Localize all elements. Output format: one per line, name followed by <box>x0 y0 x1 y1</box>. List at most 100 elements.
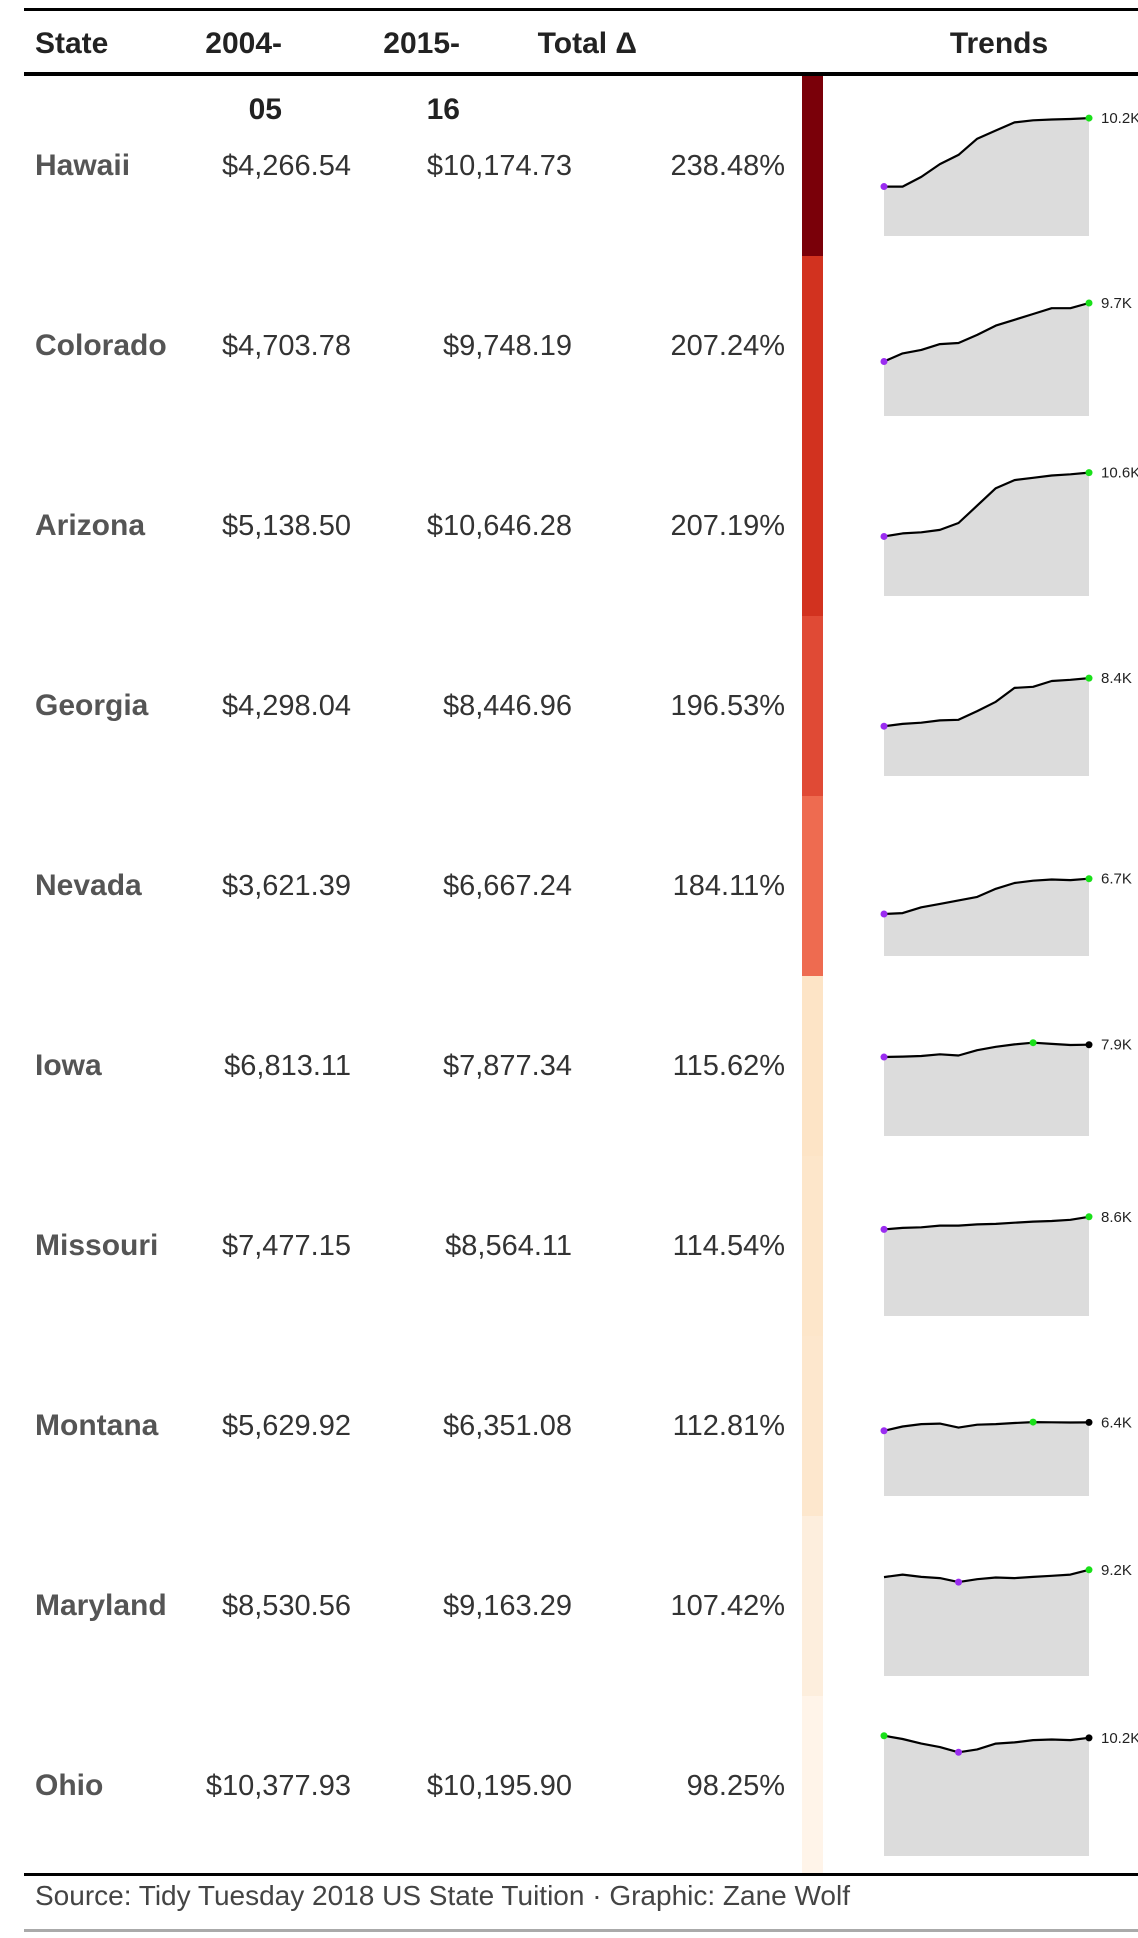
trend-area <box>884 472 1089 596</box>
trend-end-label: 9.7K <box>1101 295 1132 312</box>
trend-end-label: 6.4K <box>1101 1414 1132 1431</box>
trend-min-point <box>880 722 888 730</box>
state-name: Iowa <box>35 1049 102 1082</box>
trend-end-label: 6.7K <box>1101 871 1132 888</box>
trend-end-point <box>1085 1734 1093 1742</box>
total-change-value: 107.42% <box>670 1590 786 1622</box>
trend-line <box>883 1568 1090 1584</box>
state-name: Colorado <box>35 329 167 362</box>
tuition-2004-05: $10,377.93 <box>205 1770 351 1802</box>
trend-max-point <box>1029 1418 1037 1426</box>
total-change-value: 207.24% <box>670 330 786 362</box>
trend-max-point <box>1085 114 1093 122</box>
trend-max-point <box>1085 299 1093 307</box>
state-name: Montana <box>35 1409 159 1442</box>
trend-area <box>884 1042 1089 1136</box>
table-row: Colorado $4,703.78 $9,748.19 207.24% 9.7K <box>24 256 1138 436</box>
source-note: Source: Tidy Tuesday 2018 US State Tuiti… <box>35 1880 851 1911</box>
trend-line <box>883 1420 1090 1432</box>
trend-sparkline: 6.4K <box>880 1414 1132 1496</box>
tuition-2004-05: $4,298.04 <box>221 690 351 722</box>
change-color-swatch <box>802 1516 823 1696</box>
footer-bottom-rule <box>24 1929 1138 1932</box>
change-color-swatch <box>802 796 823 976</box>
change-color-swatch <box>802 1696 823 1876</box>
trend-min-point <box>880 1053 888 1061</box>
tuition-2015-16: $9,163.29 <box>442 1590 572 1622</box>
trend-sparkline: 10.6K <box>880 465 1138 596</box>
tuition-2004-05: $4,703.78 <box>221 330 351 362</box>
trend-line <box>883 1734 1090 1754</box>
header-2004-05: 2004-05 <box>205 27 282 126</box>
table-row: Iowa $6,813.11 $7,877.34 115.62% 7.9K <box>24 976 1138 1156</box>
change-color-swatch <box>802 1336 823 1516</box>
total-change-value: 196.53% <box>670 690 786 722</box>
tuition-2015-16: $8,446.96 <box>442 690 572 722</box>
state-name: Missouri <box>35 1229 159 1262</box>
trend-line <box>883 1215 1090 1231</box>
change-color-swatch <box>802 76 823 256</box>
trend-area <box>884 1735 1089 1856</box>
header-total-change: Total Δ <box>537 27 637 60</box>
table-row: Montana $5,629.92 $6,351.08 112.81% 6.4K <box>24 1336 1138 1516</box>
tuition-2015-16: $6,667.24 <box>442 870 572 902</box>
trend-min-point <box>880 1225 888 1233</box>
total-change-value: 98.25% <box>686 1770 785 1802</box>
trend-max-point <box>1029 1039 1037 1047</box>
state-name: Hawaii <box>35 149 131 182</box>
total-change-value: 184.11% <box>672 870 785 902</box>
trend-end-point <box>1085 1041 1093 1049</box>
table-row: Missouri $7,477.15 $8,564.11 114.54% 8.6K <box>24 1156 1138 1336</box>
trend-end-point <box>1085 1418 1093 1426</box>
change-color-swatch <box>802 436 823 616</box>
trend-area <box>884 1216 1089 1316</box>
tuition-2015-16: $10,195.90 <box>426 1770 572 1802</box>
footer-rule <box>24 1873 1138 1876</box>
header-2015-16: 2015-16 <box>383 27 460 126</box>
table-row: Arizona $5,138.50 $10,646.28 207.19% 10.6K <box>24 436 1138 616</box>
total-change-value: 238.48% <box>670 150 786 182</box>
trend-area <box>884 678 1089 776</box>
state-name: Georgia <box>35 689 149 722</box>
trend-sparkline: 8.6K <box>880 1209 1132 1316</box>
trend-area <box>884 878 1089 956</box>
trend-sparkline: 6.7K <box>880 871 1132 956</box>
trend-sparkline: 10.2K <box>880 1730 1138 1856</box>
table-row: Ohio $10,377.93 $10,195.90 98.25% 10.2K <box>24 1696 1138 1876</box>
trend-min-point <box>880 357 888 365</box>
top-rule <box>24 8 1138 11</box>
total-change-value: 115.62% <box>672 1050 785 1082</box>
trend-line <box>883 677 1090 728</box>
tuition-2015-16: $10,646.28 <box>426 510 572 542</box>
tuition-2004-05: $8,530.56 <box>221 1590 351 1622</box>
trend-line <box>884 117 1090 188</box>
change-color-swatch <box>802 1156 823 1336</box>
trend-sparkline: 9.7K <box>880 295 1132 416</box>
tuition-2004-05: $4,266.54 <box>221 150 351 182</box>
tuition-2015-16: $9,748.19 <box>442 330 572 362</box>
trend-min-point <box>880 183 888 191</box>
header-trends: Trends <box>949 27 1049 60</box>
table-row: Hawaii $4,266.54 $10,174.73 238.48% 10.2K <box>24 76 1138 256</box>
state-name: Ohio <box>35 1769 104 1802</box>
trend-end-label: 8.6K <box>1101 1209 1132 1226</box>
trend-area <box>884 1422 1089 1496</box>
trend-end-label: 10.2K <box>1101 110 1138 127</box>
trend-area <box>884 118 1089 236</box>
trend-min-point <box>955 1578 963 1586</box>
state-name: Maryland <box>35 1589 167 1622</box>
tuition-2004-05: $5,629.92 <box>221 1410 351 1442</box>
trend-max-point <box>1085 469 1093 477</box>
trend-sparkline: 9.2K <box>883 1562 1132 1676</box>
trend-area <box>884 303 1089 416</box>
trend-end-label: 10.2K <box>1101 1730 1138 1747</box>
trend-min-point <box>880 532 888 540</box>
total-change-value: 112.81% <box>672 1410 785 1442</box>
tuition-2015-16: $10,174.73 <box>426 150 572 182</box>
trend-max-point <box>1085 674 1093 682</box>
table-row: Nevada $3,621.39 $6,667.24 184.11% 6.7K <box>24 796 1138 976</box>
trend-sparkline: 10.2K <box>880 110 1138 236</box>
header-rule <box>24 72 1138 76</box>
tuition-2004-05: $5,138.50 <box>221 510 351 542</box>
trend-end-label: 8.4K <box>1101 670 1132 687</box>
